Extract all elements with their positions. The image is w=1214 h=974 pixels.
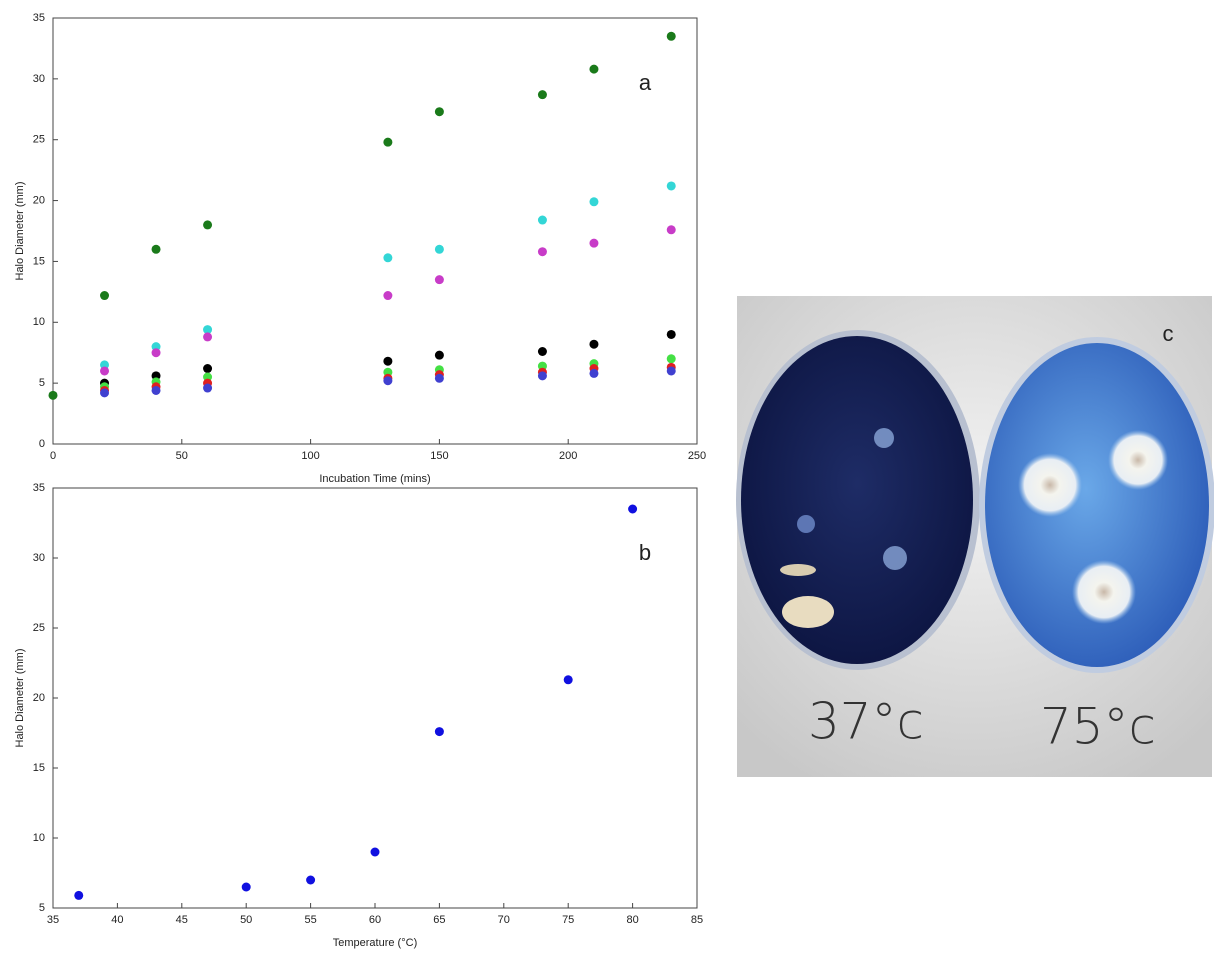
- y-tick-label: 20: [33, 692, 45, 704]
- x-axis-label: Incubation Time (mins): [319, 473, 430, 485]
- data-point: [383, 376, 392, 385]
- data-point: [589, 340, 598, 349]
- x-tick-label: 65: [433, 914, 445, 926]
- x-tick-label: 60: [369, 914, 381, 926]
- data-point: [667, 330, 676, 339]
- y-tick-label: 20: [33, 194, 45, 206]
- y-tick-label: 30: [33, 552, 45, 564]
- y-tick-label: 15: [33, 762, 45, 774]
- x-tick-label: 50: [176, 450, 188, 462]
- data-point: [589, 369, 598, 378]
- data-point: [538, 371, 547, 380]
- panel-label: c: [1163, 321, 1174, 346]
- x-tick-label: 35: [47, 914, 59, 926]
- data-point: [435, 275, 444, 284]
- data-point: [538, 90, 547, 99]
- y-tick-label: 25: [33, 134, 45, 146]
- x-axis-label: Temperature (°C): [333, 937, 417, 949]
- data-point: [667, 225, 676, 234]
- data-point: [383, 253, 392, 262]
- y-tick-label: 0: [39, 438, 45, 450]
- y-axis-label: Halo Diameter (mm): [14, 648, 26, 747]
- data-point: [667, 354, 676, 363]
- y-tick-label: 30: [33, 73, 45, 85]
- data-point: [100, 366, 109, 375]
- data-point: [306, 876, 315, 885]
- data-point: [203, 364, 212, 373]
- data-point: [538, 216, 547, 225]
- y-axis-label: Halo Diameter (mm): [14, 181, 26, 280]
- data-point: [152, 386, 161, 395]
- photo-caption: 37°c: [808, 693, 924, 751]
- data-point: [589, 239, 598, 248]
- data-point: [383, 291, 392, 300]
- data-point: [435, 374, 444, 383]
- plot-frame: [53, 488, 697, 908]
- data-point: [383, 357, 392, 366]
- y-tick-label: 5: [39, 902, 45, 914]
- data-point: [628, 505, 637, 514]
- figure: 37°c 75°c c 0 50 100 150 200 250 0 5 10 15 20 25 30 3…: [0, 0, 1214, 969]
- data-point: [589, 197, 598, 206]
- y-tick-label: 25: [33, 622, 45, 634]
- data-point: [100, 291, 109, 300]
- data-point: [435, 351, 444, 360]
- data-point: [203, 332, 212, 341]
- y-tick-label: 35: [33, 12, 45, 24]
- y-tick-label: 35: [33, 482, 45, 494]
- x-tick-label: 50: [240, 914, 252, 926]
- y-tick-label: 5: [39, 377, 45, 389]
- data-point: [589, 65, 598, 74]
- x-tick-label: 85: [691, 914, 703, 926]
- x-tick-label: 80: [626, 914, 638, 926]
- data-point: [242, 883, 251, 892]
- halo: [1108, 430, 1168, 490]
- x-tick-label: 0: [50, 450, 56, 462]
- colony: [780, 564, 816, 576]
- data-point: [538, 247, 547, 256]
- x-tick-label: 55: [304, 914, 316, 926]
- y-tick-label: 10: [33, 316, 45, 328]
- halo: [1072, 560, 1136, 624]
- data-point: [152, 245, 161, 254]
- plot-frame: [53, 18, 697, 444]
- data-point: [667, 366, 676, 375]
- colony: [797, 515, 815, 533]
- data-point: [435, 727, 444, 736]
- data-point: [667, 181, 676, 190]
- data-point: [152, 348, 161, 357]
- x-tick-label: 75: [562, 914, 574, 926]
- data-point: [564, 675, 573, 684]
- x-tick-label: 150: [430, 450, 448, 462]
- photo: 37°c 75°c c: [736, 296, 1214, 777]
- x-tick-label: 45: [176, 914, 188, 926]
- x-tick-label: 100: [301, 450, 319, 462]
- data-point: [435, 245, 444, 254]
- x-tick-label: 200: [559, 450, 577, 462]
- data-point: [74, 891, 83, 900]
- x-tick-label: 70: [498, 914, 510, 926]
- data-point: [100, 388, 109, 397]
- data-point: [435, 107, 444, 116]
- photo-caption: 75°c: [1040, 698, 1156, 756]
- data-point: [667, 32, 676, 41]
- colony: [883, 546, 907, 570]
- panel-label: b: [639, 540, 651, 565]
- colony: [874, 428, 894, 448]
- data-point: [383, 138, 392, 147]
- y-tick-label: 15: [33, 255, 45, 267]
- data-point: [371, 848, 380, 857]
- panel-label: a: [639, 70, 652, 95]
- halo: [1018, 453, 1082, 517]
- data-point: [538, 347, 547, 356]
- y-tick-label: 10: [33, 832, 45, 844]
- data-point: [203, 220, 212, 229]
- data-point: [49, 391, 58, 400]
- colony: [782, 596, 834, 628]
- x-tick-label: 40: [111, 914, 123, 926]
- x-tick-label: 250: [688, 450, 706, 462]
- dish: [741, 336, 973, 664]
- data-point: [203, 384, 212, 393]
